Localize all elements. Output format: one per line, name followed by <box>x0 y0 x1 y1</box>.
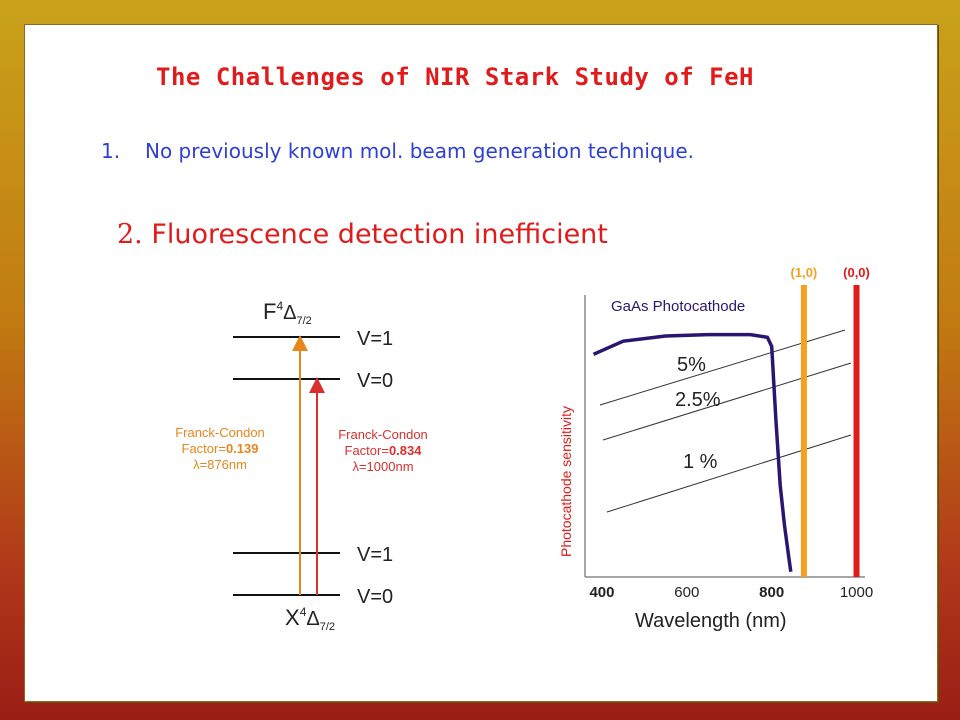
list-item-1: 1. No previously known mol. beam generati… <box>101 139 694 163</box>
svg-text:Factor=0.834: Factor=0.834 <box>345 443 423 458</box>
svg-text:Franck-Condon: Franck-Condon <box>175 425 265 440</box>
list-item-2-text: Fluorescence detection inefficient <box>142 219 608 250</box>
svg-text:Franck-Condon: Franck-Condon <box>338 427 428 442</box>
efficiency-label-5pct: 5% <box>677 354 706 376</box>
x-tick-label-400: 400 <box>589 584 614 601</box>
list-item-1-text: No previously known mol. beam generation… <box>145 139 694 163</box>
efficiency-label-2-5pct: 2.5% <box>675 389 721 411</box>
marker-label-10: (1,0) <box>791 265 818 280</box>
slide-title: The Challenges of NIR Stark Study of FeH <box>156 63 754 91</box>
lower-state-label: X4Δ7/2 <box>285 605 335 633</box>
level-label-upper-v0: V=0 <box>357 370 393 392</box>
marker-label-00: (0,0) <box>843 265 870 280</box>
y-axis-label: Photocathode sensitivity <box>558 406 574 557</box>
list-item-2-number: 2. <box>117 219 143 250</box>
efficiency-line-2-5pct <box>602 362 852 441</box>
list-item-1-number: 1. <box>101 139 121 163</box>
svg-text:λ=1000nm: λ=1000nm <box>352 459 413 474</box>
upper-state-label: F4Δ7/2 <box>263 299 312 327</box>
slide: The Challenges of NIR Stark Study of FeH… <box>24 24 938 702</box>
svg-text:λ=876nm: λ=876nm <box>193 457 247 472</box>
x-tick-label-1000: 1000 <box>840 584 873 601</box>
chart-title: GaAs Photocathode <box>611 298 745 315</box>
svg-text:Factor=0.139: Factor=0.139 <box>182 441 259 456</box>
list-item-2: 2. Fluorescence detection inefficient <box>117 219 608 250</box>
energy-level-diagram: F4Δ7/2 V=1 V=0 V=1 V=0 Franck-Condon Fac… <box>175 299 428 633</box>
photocathode-chart: 5% 2.5% 1 % GaAs Photocathode Photocatho… <box>558 265 873 632</box>
level-label-lower-v0: V=0 <box>357 586 393 608</box>
level-label-lower-v1: V=1 <box>357 544 393 566</box>
x-tick-label-800: 800 <box>759 584 784 601</box>
x-tick-label-600: 600 <box>674 584 699 601</box>
fc-label-red: Franck-Condon Factor=0.834 λ=1000nm <box>338 427 428 474</box>
fc-label-orange: Franck-Condon Factor=0.139 λ=876nm <box>175 425 265 472</box>
efficiency-label-1pct: 1 % <box>683 451 718 473</box>
level-label-upper-v1: V=1 <box>357 328 393 350</box>
wavelength-markers: (1,0) (0,0) <box>791 265 870 577</box>
gaas-sensitivity-curve <box>592 332 793 573</box>
x-tick-labels: 400 600 800 1000 <box>589 584 873 601</box>
x-axis-label: Wavelength (nm) <box>635 610 787 632</box>
efficiency-line-1pct <box>606 434 852 513</box>
